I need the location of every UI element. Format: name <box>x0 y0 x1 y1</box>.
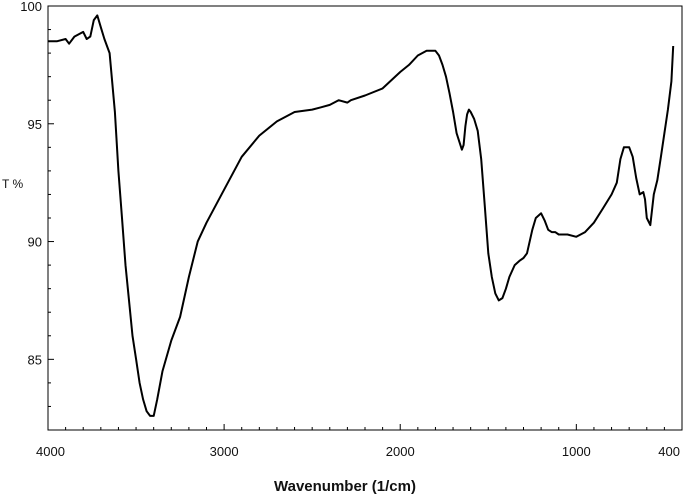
x-axis-ticks: 4000 3000 2000 1000 400 <box>36 424 683 459</box>
x-tick-label: 400 <box>658 444 680 459</box>
x-tick-label: 4000 <box>36 444 65 459</box>
x-tick-label: 3000 <box>210 444 239 459</box>
y-axis-label: T % <box>2 177 23 191</box>
plot-frame <box>47 5 683 431</box>
y-tick-label: 90 <box>28 235 42 250</box>
x-tick-label: 2000 <box>386 444 415 459</box>
y-axis-ticks: 85 90 95 100 <box>20 0 54 431</box>
x-tick-label: 1000 <box>562 444 591 459</box>
y-tick-label: 100 <box>20 0 42 14</box>
series-line-transmittance <box>48 14 675 417</box>
y-tick-label: 95 <box>28 117 42 132</box>
x-axis-label: Wavenumber (1/cm) <box>274 478 416 495</box>
y-tick-label: 85 <box>28 352 42 367</box>
